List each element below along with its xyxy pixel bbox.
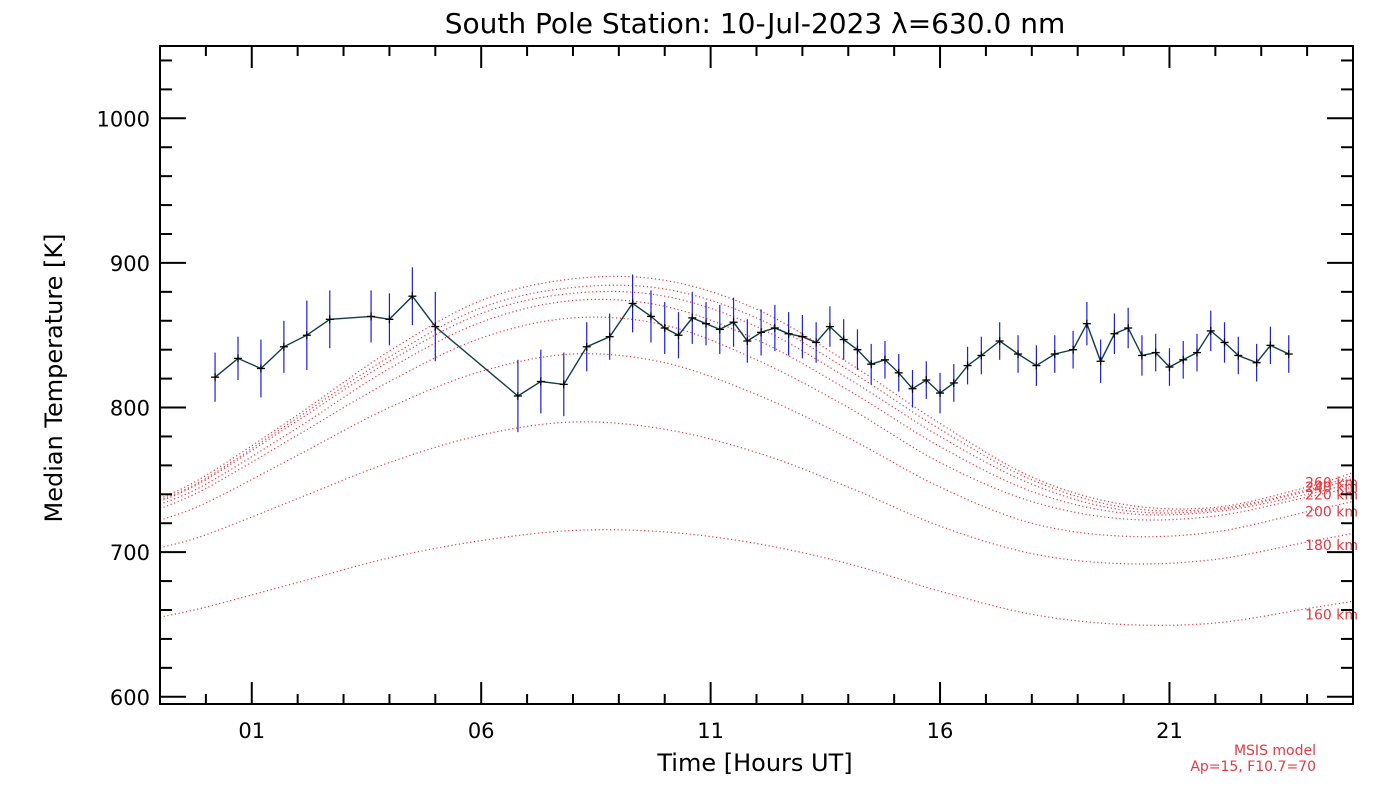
x-tick-label: 11 <box>697 719 724 743</box>
x-tick-label: 01 <box>238 719 265 743</box>
data-point <box>977 351 986 360</box>
data-point <box>279 342 288 351</box>
data-point <box>770 324 779 332</box>
y-tick-label: 1000 <box>97 107 150 131</box>
data-point <box>1032 361 1041 370</box>
model-label: 180 km <box>1305 538 1358 554</box>
data-point <box>1220 338 1229 347</box>
data-point <box>839 335 848 344</box>
data-point <box>211 373 220 382</box>
axis-ticks <box>159 46 1354 704</box>
data-point <box>367 312 376 321</box>
data-point <box>825 322 834 331</box>
x-tick-label: 21 <box>1156 719 1183 743</box>
data-point <box>1082 319 1091 328</box>
model-label: 160 km <box>1305 607 1358 623</box>
data-point <box>743 337 752 346</box>
data-point <box>605 332 614 341</box>
data-point <box>1014 350 1023 359</box>
data-point <box>922 376 931 385</box>
data-point <box>1069 345 1078 354</box>
data-point <box>1266 341 1275 350</box>
x-axis-label: Time [Hours UT] <box>656 749 852 777</box>
data-point <box>1252 358 1261 367</box>
data-point <box>812 338 821 347</box>
model-curve <box>159 529 1354 626</box>
y-tick-label: 600 <box>110 686 150 710</box>
data-point <box>867 360 876 369</box>
model-curve <box>159 298 1354 516</box>
data-point <box>1050 350 1059 359</box>
measurement-series <box>211 267 1293 433</box>
data-point <box>559 380 568 389</box>
data-point <box>1151 348 1160 357</box>
data-point <box>431 322 440 331</box>
data-point <box>234 354 243 363</box>
data-point <box>880 355 889 364</box>
data-point <box>1137 351 1146 360</box>
model-curves <box>159 275 1354 626</box>
data-point <box>1192 348 1201 357</box>
data-point <box>674 331 683 340</box>
model-curve <box>159 284 1354 512</box>
y-axis-label: Median Temperature [K] <box>40 233 68 522</box>
data-point <box>894 368 903 377</box>
x-tick-label: 16 <box>927 719 954 743</box>
data-point <box>688 313 697 322</box>
data-point <box>729 318 738 327</box>
data-point <box>302 331 311 340</box>
model-label: 260 km <box>1305 476 1358 492</box>
model-curve <box>159 290 1354 514</box>
data-point <box>784 329 793 338</box>
data-point <box>995 337 1004 346</box>
y-tick-label: 700 <box>110 541 150 565</box>
data-point <box>798 332 807 341</box>
data-point <box>936 389 945 398</box>
data-point <box>1284 350 1293 359</box>
y-tick-label: 900 <box>110 252 150 276</box>
plot-frame <box>159 45 1354 705</box>
model-note-line-2: Ap=15, F10.7=70 <box>1190 759 1316 775</box>
data-point <box>385 315 394 324</box>
data-point <box>908 384 917 393</box>
data-point <box>628 299 637 308</box>
data-point <box>646 312 655 321</box>
data-point <box>963 361 972 370</box>
data-point <box>660 324 669 332</box>
data-point <box>1096 357 1105 366</box>
model-curve <box>159 275 1354 510</box>
data-point <box>408 292 417 301</box>
model-curve <box>159 421 1354 565</box>
data-point <box>325 315 334 324</box>
data-point <box>513 391 522 400</box>
data-point <box>853 345 862 354</box>
data-point <box>1234 351 1243 360</box>
model-curve <box>159 353 1354 538</box>
data-point <box>949 378 958 387</box>
data-point <box>256 364 265 373</box>
model-curve <box>159 316 1354 521</box>
chart-title: South Pole Station: 10-Jul-2023 λ=630.0 … <box>445 7 1066 40</box>
model-label: 240 km <box>1305 480 1358 496</box>
x-tick-label: 06 <box>468 719 495 743</box>
data-point <box>702 319 711 328</box>
model-label: 220 km <box>1305 487 1358 503</box>
y-tick-label: 800 <box>110 397 150 421</box>
data-point <box>1179 355 1188 364</box>
axis-tick-labels: 01 06 11 16 21 600 700 800 900 1000 <box>97 107 1183 743</box>
data-point <box>1165 363 1174 372</box>
data-point <box>1206 326 1215 335</box>
data-point <box>1124 324 1133 332</box>
data-point <box>715 325 724 334</box>
data-point <box>757 328 766 337</box>
data-point <box>1110 329 1119 338</box>
data-point <box>582 342 591 351</box>
model-note-line-1: MSIS model <box>1234 743 1316 759</box>
model-label: 200 km <box>1305 505 1358 521</box>
data-point <box>536 377 545 386</box>
